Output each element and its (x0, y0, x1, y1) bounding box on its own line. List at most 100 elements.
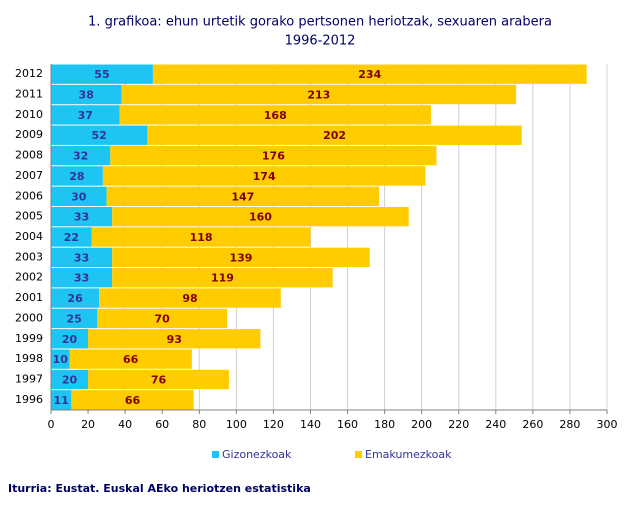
x-tick-label: 100 (226, 418, 247, 431)
y-tick-label: 2010 (15, 108, 43, 121)
x-tick-label: 120 (263, 418, 284, 431)
bar-segment (69, 349, 192, 369)
value-label: 160 (249, 211, 272, 224)
y-tick-label: 2000 (15, 311, 43, 324)
y-tick-label: 2007 (15, 169, 43, 182)
bar-segment (51, 84, 122, 105)
value-label: 38 (79, 89, 94, 102)
y-tick-label: 2005 (15, 210, 43, 223)
value-label: 20 (62, 333, 78, 346)
source: Iturria: Eustat. Euskal AEko heriotzen e… (8, 482, 311, 495)
value-label: 66 (123, 353, 139, 366)
bar-segment (51, 206, 113, 227)
y-tick-label: 1999 (15, 332, 43, 345)
value-label: 22 (64, 231, 79, 244)
bar-segment (51, 64, 153, 84)
value-label: 30 (71, 190, 87, 203)
legend-swatch (355, 451, 362, 458)
y-tick-label: 2001 (15, 291, 43, 304)
y-tick-label: 1996 (15, 393, 43, 406)
y-tick-label: 2008 (15, 149, 43, 162)
bar-segment (119, 105, 431, 125)
x-tick-label: 180 (374, 418, 395, 431)
bar-segment (91, 227, 311, 247)
y-tick-label: 1998 (15, 352, 43, 365)
legend-swatch (212, 451, 219, 458)
chart-subtitle: 1996-2012 (285, 34, 356, 49)
x-tick-label: 80 (192, 418, 206, 431)
bar-segment (51, 268, 113, 288)
bar-segment (51, 227, 92, 247)
bar-segment (51, 105, 120, 125)
value-label: 174 (253, 170, 276, 183)
x-tick-label: 260 (522, 418, 543, 431)
y-tick-label: 2006 (15, 189, 43, 202)
bar-segment (102, 166, 426, 186)
value-label: 26 (67, 292, 83, 305)
x-tick-label: 200 (411, 418, 432, 431)
x-tick-label: 280 (559, 418, 580, 431)
bar-segment (51, 145, 111, 166)
y-tick-label: 2003 (15, 250, 43, 263)
value-label: 139 (229, 251, 252, 264)
value-label: 66 (125, 394, 141, 407)
y-tick-label: 2002 (15, 271, 43, 284)
value-label: 76 (151, 373, 167, 386)
bar-segment (51, 288, 100, 308)
value-label: 147 (231, 190, 254, 203)
bar-segment (112, 247, 370, 268)
y-tick-label: 2012 (15, 67, 43, 80)
value-label: 168 (264, 109, 287, 122)
value-label: 234 (358, 68, 381, 81)
bar-segment (97, 308, 228, 329)
bar-segment (51, 390, 72, 410)
value-label: 10 (53, 353, 69, 366)
bar-segment (51, 125, 148, 145)
value-label: 25 (67, 312, 82, 325)
value-label: 33 (74, 251, 89, 264)
value-label: 11 (54, 394, 69, 407)
y-tick-label: 2009 (15, 128, 43, 141)
bar-segment (51, 308, 98, 329)
value-label: 28 (69, 170, 84, 183)
value-label: 119 (211, 272, 234, 285)
x-tick-label: 20 (81, 418, 95, 431)
bar-segment (121, 84, 517, 105)
y-tick-label: 2011 (15, 88, 43, 101)
x-tick-label: 240 (485, 418, 506, 431)
bar-segment (51, 369, 89, 390)
bar-segment (51, 349, 70, 369)
bar-segment (147, 125, 522, 145)
value-label: 33 (74, 272, 89, 285)
value-label: 52 (92, 129, 107, 142)
legend-label: Gizonezkoak (222, 448, 292, 461)
value-label: 93 (167, 333, 182, 346)
value-label: 176 (262, 150, 285, 163)
y-tick-label: 2004 (15, 230, 43, 243)
bar-segment (152, 64, 587, 84)
value-label: 32 (73, 150, 88, 163)
x-tick-label: 40 (118, 418, 132, 431)
value-label: 98 (182, 292, 197, 305)
value-label: 33 (74, 211, 89, 224)
bar-segment (51, 329, 89, 349)
x-tick-label: 160 (337, 418, 358, 431)
bar-segment (51, 247, 113, 268)
value-label: 213 (307, 89, 330, 102)
bar-segment (106, 186, 380, 206)
bar-segment (88, 369, 229, 390)
value-label: 70 (155, 312, 171, 325)
x-tick-label: 300 (597, 418, 618, 431)
x-tick-label: 0 (48, 418, 55, 431)
x-tick-label: 220 (448, 418, 469, 431)
value-label: 118 (190, 231, 213, 244)
bar-segment (51, 186, 107, 206)
x-tick-label: 60 (155, 418, 169, 431)
x-tick-label: 140 (300, 418, 321, 431)
bar-segment (110, 145, 437, 166)
y-tick-label: 1997 (15, 372, 43, 385)
value-label: 202 (323, 129, 346, 142)
bar-segment (112, 268, 333, 288)
chart-title: 1. grafikoa: ehun urtetik gorako pertson… (88, 15, 552, 30)
